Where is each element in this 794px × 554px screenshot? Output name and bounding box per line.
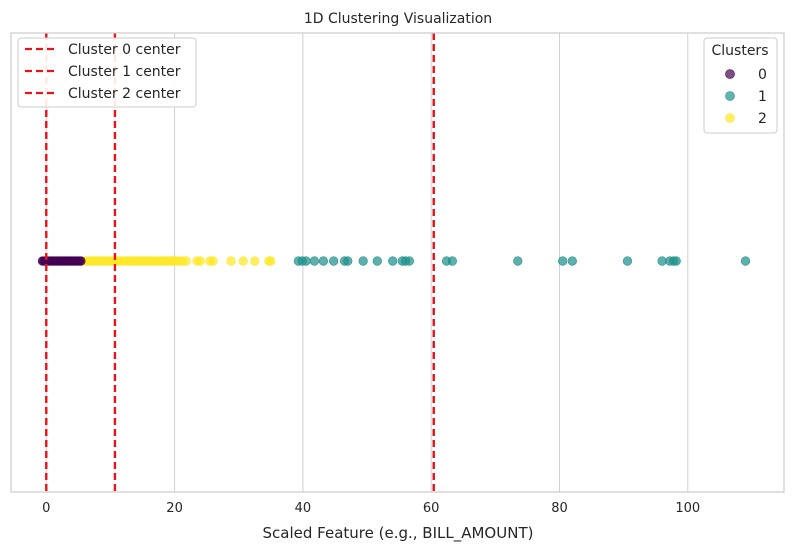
cluster-1-point [657,256,667,266]
cluster-2-point [226,256,236,266]
legend-cluster-0-marker [725,69,735,79]
legend-cluster-0-label: 0 [758,67,767,83]
legend-centers-box [17,37,197,108]
x-tick-label: 80 [551,501,568,516]
data-points [37,256,751,266]
cluster-2-point [266,256,276,266]
cluster-2-point [181,256,191,266]
cluster-1-point [447,256,457,266]
legend-cluster-1-marker [725,91,735,101]
x-tick-label: 100 [675,501,700,516]
cluster-1-point [567,256,577,266]
cluster-1-point [343,256,353,266]
cluster-1-point [301,256,311,266]
cluster-1-point [404,256,414,266]
legend-center-0-label: Cluster 0 center [68,42,181,58]
legend-centers: Cluster 0 center Cluster 1 center Cluste… [17,37,197,108]
cluster-1-point [671,256,681,266]
cluster-1-point [622,256,633,266]
cluster-1-point [329,256,339,266]
legend-center-1-label: Cluster 1 center [68,64,181,80]
cluster-2-point [195,256,205,266]
chart-title: 1D Clustering Visualization [304,11,492,27]
cluster-1-point [318,256,329,266]
x-tick-label: 0 [42,501,50,516]
cluster-1-point [740,256,751,266]
legend-clusters-box [703,37,778,134]
cluster-2-point [208,256,218,266]
legend-clusters: Clusters 0 1 2 [703,37,778,134]
cluster-1-point [309,256,320,266]
legend-cluster-2-marker [725,113,735,123]
legend-cluster-2-label: 2 [758,111,767,127]
plot-frame [10,32,785,493]
cluster-2-point [250,256,260,266]
x-tick-label: 60 [423,501,440,516]
cluster-1-point [513,256,523,266]
cluster-1-point [388,256,398,266]
x-axis-label: Scaled Feature (e.g., BILL_AMOUNT) [263,524,534,543]
x-tick-label: 20 [166,501,183,516]
legend-cluster-1-label: 1 [758,89,767,105]
cluster-1-point [558,256,568,266]
legend-clusters-title: Clusters [712,43,769,59]
x-tick-label: 40 [295,501,312,516]
cluster-2-point [238,256,248,266]
cluster-0-point [76,256,86,266]
legend-center-2-label: Cluster 2 center [68,86,181,102]
cluster-1-point [372,256,382,266]
cluster-1-point [358,256,368,266]
x-axis-ticks: 0 20 40 60 80 100 [42,501,700,516]
